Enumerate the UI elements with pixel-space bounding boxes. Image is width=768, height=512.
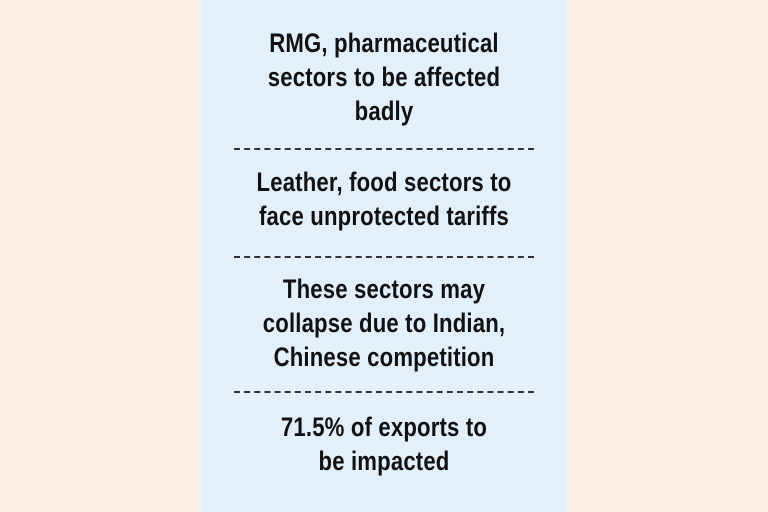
- dashed-divider: [234, 148, 534, 150]
- dashed-divider: [234, 256, 534, 258]
- summary-item-exports: 71.5% of exports to be impacted: [234, 410, 534, 478]
- summary-item-line: badly: [354, 96, 414, 126]
- summary-item-line: Chinese competition: [273, 342, 495, 372]
- summary-item-line: collapse due to Indian,: [262, 308, 506, 338]
- summary-item-line: sectors to be affected: [267, 62, 501, 92]
- summary-item-line: These sectors may: [282, 274, 486, 304]
- summary-item-leather-food: Leather, food sectors to face unprotecte…: [234, 165, 534, 233]
- summary-item-line: Leather, food sectors to: [256, 167, 512, 197]
- summary-item-competition: These sectors may collapse due to Indian…: [234, 272, 534, 374]
- summary-item-line: 71.5% of exports to: [280, 412, 488, 442]
- dashed-divider: [234, 391, 534, 393]
- summary-item-line: RMG, pharmaceutical: [269, 28, 499, 58]
- summary-item-rmg: RMG, pharmaceutical sectors to be affect…: [234, 26, 534, 128]
- summary-item-line: be impacted: [318, 446, 450, 476]
- summary-item-line: face unprotected tariffs: [259, 201, 509, 231]
